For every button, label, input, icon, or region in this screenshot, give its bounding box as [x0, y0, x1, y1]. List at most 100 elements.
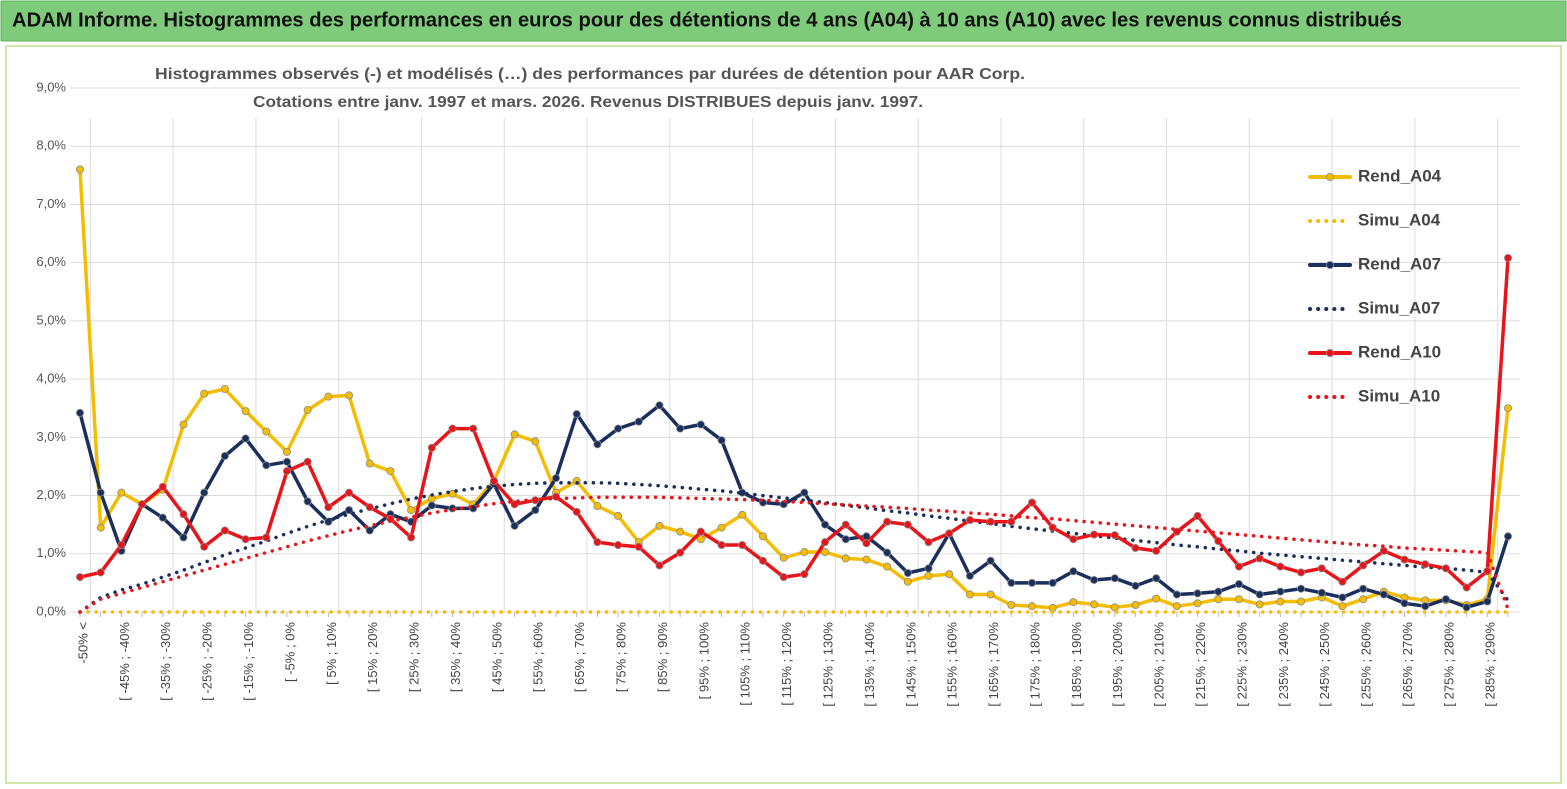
data-point [593, 440, 602, 449]
data-point [1090, 575, 1099, 584]
data-point [241, 434, 250, 443]
data-point [696, 527, 705, 536]
data-point [469, 424, 478, 433]
x-tick-label: [ 85% ; 90% [655, 622, 670, 693]
data-point [96, 568, 105, 577]
data-point [862, 555, 871, 564]
data-point [655, 561, 664, 570]
data-point [1359, 595, 1368, 604]
data-point [634, 542, 643, 551]
data-point [696, 420, 705, 429]
data-point [1255, 590, 1264, 599]
y-tick-label: 3,0% [36, 429, 66, 444]
data-point [345, 506, 354, 515]
data-point [324, 503, 333, 512]
data-point [365, 526, 374, 535]
legend-marker [1326, 260, 1335, 269]
data-point [862, 539, 871, 548]
data-point [1214, 536, 1223, 545]
x-tick-label: [ -45% ; -40% [117, 622, 132, 701]
data-point [1028, 498, 1037, 507]
data-point [965, 590, 974, 599]
data-point [1379, 590, 1388, 599]
data-point [1131, 581, 1140, 590]
data-point [1007, 601, 1016, 610]
data-point [179, 510, 188, 519]
data-point [1193, 589, 1202, 598]
data-point [903, 577, 912, 586]
data-point [903, 520, 912, 529]
data-point [448, 489, 457, 498]
x-tick-label: [ 155% ; 160% [945, 622, 960, 707]
data-point [779, 573, 788, 582]
x-tick-label: [ -35% ; -30% [158, 622, 173, 701]
data-point [1214, 587, 1223, 596]
data-point [1090, 530, 1099, 539]
y-tick-label: 4,0% [36, 371, 66, 386]
data-point [324, 392, 333, 401]
data-line [78, 256, 1510, 590]
data-point [1193, 511, 1202, 520]
data-point [1028, 602, 1037, 611]
legend-label: Rend_A07 [1358, 254, 1441, 273]
x-tick-label: [ 65% ; 70% [572, 622, 587, 693]
data-point [841, 554, 850, 563]
data-point [676, 527, 685, 536]
data-point [655, 401, 664, 410]
y-tick-label: 8,0% [36, 138, 66, 153]
data-point [282, 457, 291, 466]
x-tick-label: [ 165% ; 170% [986, 622, 1001, 707]
data-point [572, 410, 581, 419]
data-point [303, 457, 312, 466]
x-tick-label: [ 215% ; 220% [1193, 622, 1208, 707]
data-point [986, 517, 995, 526]
data-point [1379, 546, 1388, 555]
x-tick-label: [ 275% ; 280% [1441, 622, 1456, 707]
data-point [117, 541, 126, 550]
data-point [1234, 580, 1243, 589]
data-point [200, 542, 209, 551]
data-point [1441, 564, 1450, 573]
chart-title: Histogrammes observés (-) et modélisés (… [155, 66, 1025, 83]
data-point [924, 564, 933, 573]
data-point [386, 467, 395, 476]
data-point [593, 538, 602, 547]
data-point [262, 533, 271, 542]
x-tick-label: [ 195% ; 200% [1110, 622, 1125, 707]
data-point [738, 510, 747, 519]
data-point [676, 548, 685, 557]
data-point [1069, 535, 1078, 544]
x-tick-label: [ 235% ; 240% [1276, 622, 1291, 707]
legend-label: Rend_A04 [1358, 166, 1442, 185]
data-point [1028, 578, 1037, 587]
x-tick-label: [ 225% ; 230% [1234, 622, 1249, 707]
data-point [593, 502, 602, 511]
data-point [676, 424, 685, 433]
x-tick-label: [ 265% ; 270% [1400, 622, 1415, 707]
data-point [282, 447, 291, 456]
data-point [531, 506, 540, 515]
data-point [1214, 595, 1223, 604]
data-point [986, 556, 995, 565]
data-point [717, 436, 726, 445]
data-point [738, 541, 747, 550]
data-point [1400, 599, 1409, 608]
x-tick-label: [ 45% ; 50% [489, 622, 504, 693]
data-point [1338, 593, 1347, 602]
data-point [1172, 590, 1181, 599]
data-point [1152, 574, 1161, 583]
legend-marker [1326, 348, 1335, 357]
x-tick-label: [ 25% ; 30% [407, 622, 422, 693]
legend-marker [1326, 172, 1335, 181]
data-point [1441, 595, 1450, 604]
y-tick-label: 1,0% [36, 545, 66, 560]
data-point [179, 533, 188, 542]
data-point [365, 459, 374, 468]
data-point [1234, 562, 1243, 571]
data-point [96, 488, 105, 497]
data-point [407, 506, 416, 515]
data-point [986, 590, 995, 599]
y-tick-label: 2,0% [36, 487, 66, 502]
data-point [883, 562, 892, 571]
